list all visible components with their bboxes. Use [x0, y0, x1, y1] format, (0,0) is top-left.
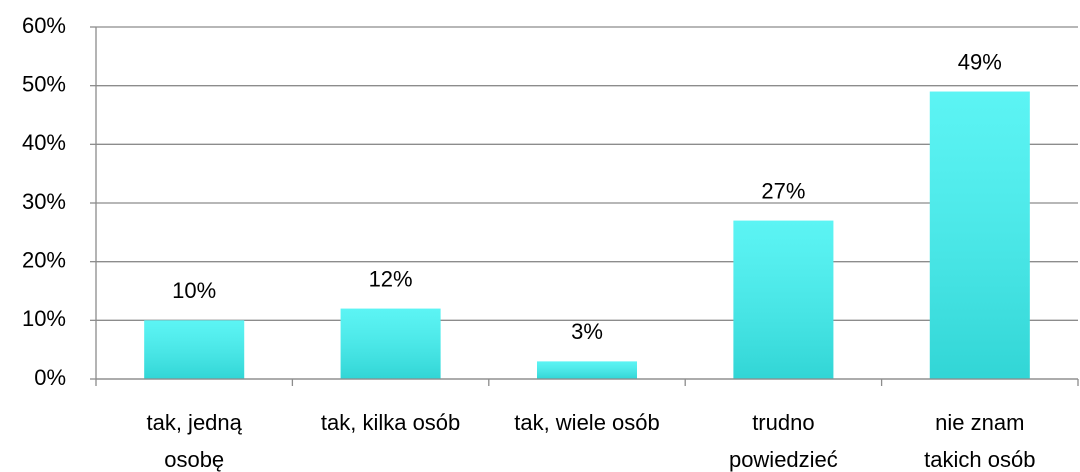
y-tick-label: 40% — [22, 130, 66, 155]
y-tick-label: 10% — [22, 306, 66, 331]
x-tick-label: trudno powiedzieć — [728, 410, 838, 472]
y-tick-label: 50% — [22, 71, 66, 96]
bar — [733, 220, 834, 379]
data-label: 27% — [761, 178, 805, 203]
bar — [929, 91, 1030, 380]
y-tick-label: 30% — [22, 189, 66, 214]
y-tick-label: 0% — [34, 365, 66, 390]
bar — [340, 308, 441, 379]
x-tick-label: tak, wiele osób — [514, 410, 660, 435]
data-label: 3% — [571, 319, 603, 344]
data-label: 10% — [172, 278, 216, 303]
x-tick-label: tak, jedną osobę — [146, 410, 242, 472]
x-tick-label: tak, kilka osób — [320, 410, 461, 435]
y-tick-label: 20% — [22, 247, 66, 272]
data-label: 12% — [369, 266, 413, 291]
bar — [144, 320, 245, 379]
data-label: 49% — [958, 49, 1002, 74]
x-tick-label: nie znam takich osób — [924, 410, 1036, 472]
bar — [537, 361, 637, 379]
y-tick-label: 60% — [22, 13, 66, 38]
